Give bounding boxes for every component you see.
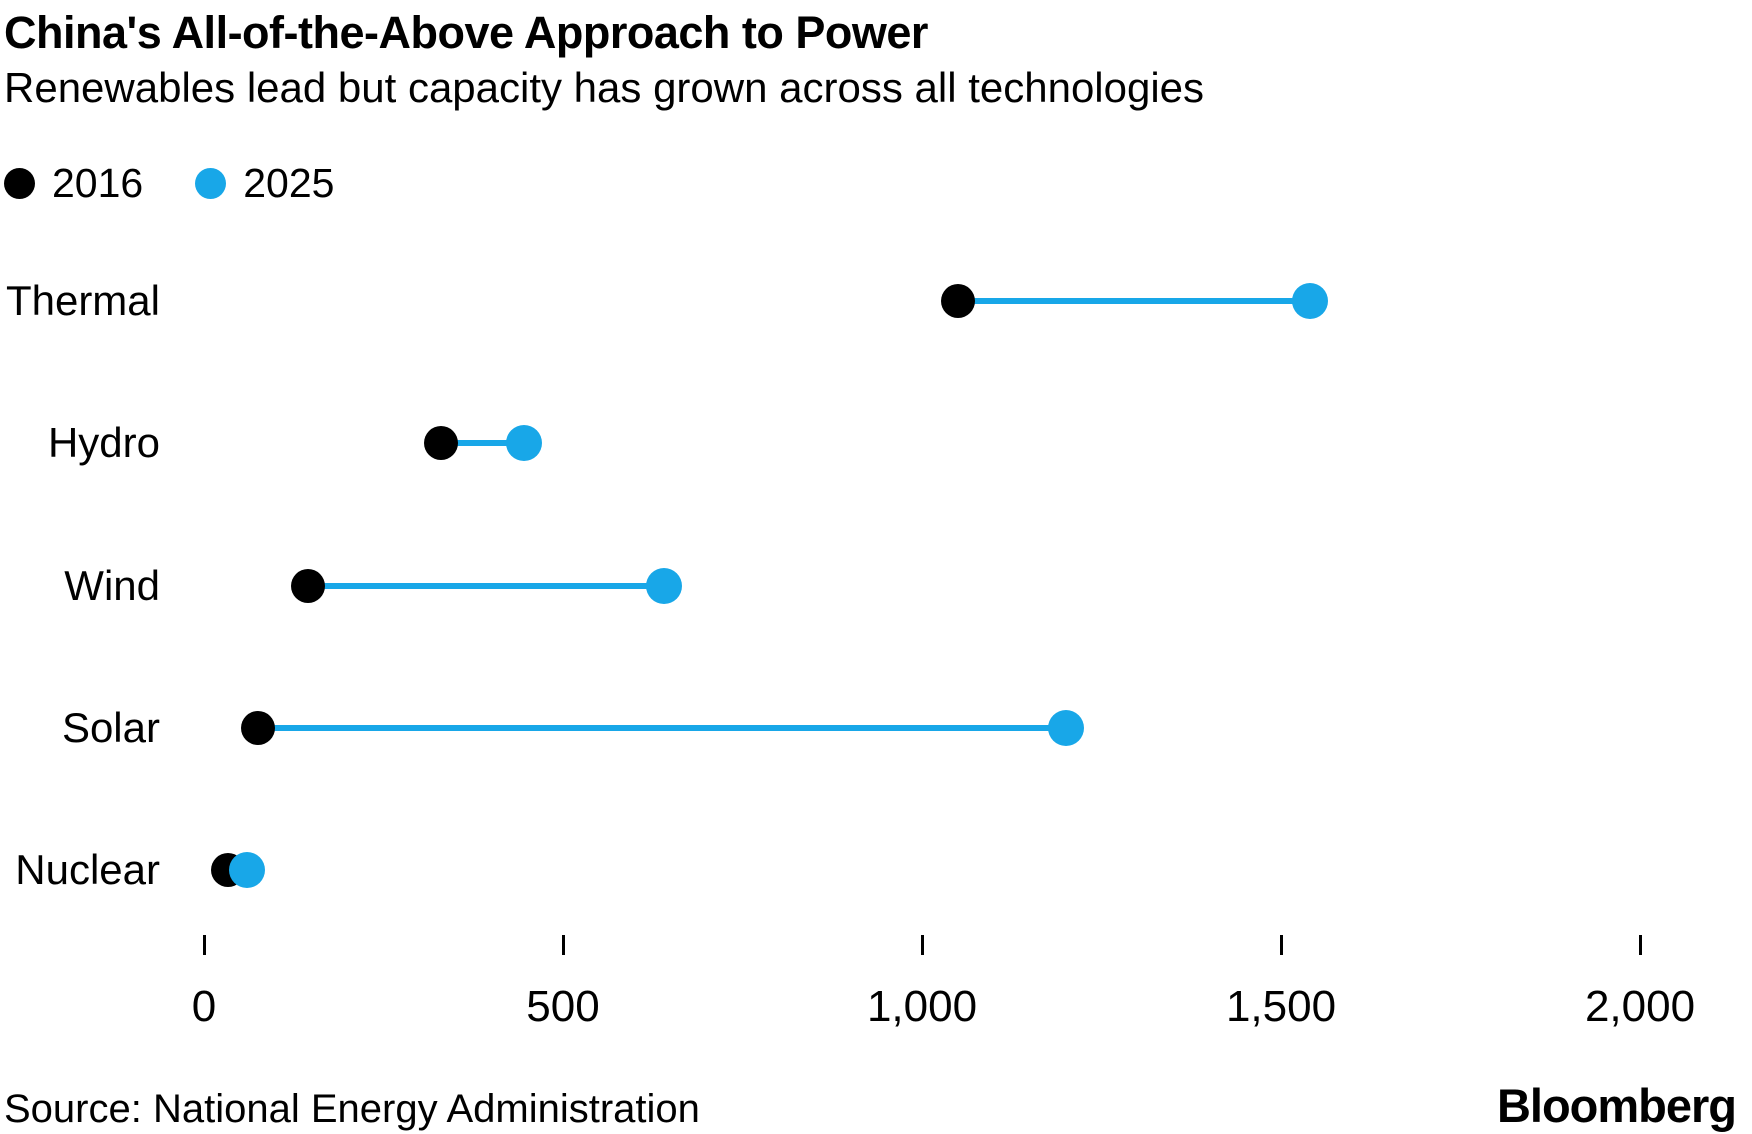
dot-2025-nuclear — [229, 852, 266, 888]
x-tick — [202, 935, 206, 955]
x-tick-label: 500 — [526, 982, 600, 1031]
x-tick — [1638, 935, 1642, 955]
legend-dot-2025 — [195, 167, 227, 199]
connector-line — [308, 582, 664, 589]
dot-2025-wind — [645, 567, 682, 604]
legend-item-2025: 2025 — [195, 160, 334, 206]
dot-2016-wind — [291, 568, 326, 603]
dot-2025-thermal — [1291, 283, 1328, 319]
x-tick — [561, 935, 565, 955]
chart-title: China's All-of-the-Above Approach to Pow… — [4, 7, 928, 58]
source-note: Source: National Energy Administration — [4, 1087, 700, 1131]
legend-dot-2016 — [4, 167, 35, 199]
bloomberg-logo: Bloomberg — [1496, 1079, 1737, 1132]
x-tick-label: 0 — [191, 982, 217, 1031]
category-label: Wind — [64, 561, 160, 609]
legend-item-2016: 2016 — [4, 160, 143, 206]
connector-line — [440, 440, 524, 447]
category-label: Thermal — [5, 277, 160, 324]
legend-label: 2016 — [52, 160, 144, 206]
x-tick — [1279, 935, 1283, 955]
x-tick-label: 1,000 — [866, 982, 978, 1031]
category-label: Hydro — [47, 419, 160, 467]
x-tick — [920, 935, 924, 955]
chart-subtitle: Renewables lead but capacity has grown a… — [4, 64, 1205, 111]
dot-2016-thermal — [940, 284, 975, 318]
legend-label: 2025 — [243, 160, 335, 206]
dot-2025-hydro — [505, 425, 542, 462]
category-label: Nuclear — [15, 846, 160, 893]
x-tick-label: 1,500 — [1225, 982, 1337, 1031]
category-label: Solar — [61, 703, 160, 751]
x-tick-label: 2,000 — [1584, 982, 1696, 1031]
dot-2016-hydro — [423, 426, 458, 461]
connector-line — [257, 724, 1066, 731]
dot-2016-solar — [240, 710, 275, 745]
dot-2025-solar — [1047, 709, 1084, 746]
connector-line — [957, 298, 1310, 304]
legend: 2016 2025 — [4, 160, 334, 206]
